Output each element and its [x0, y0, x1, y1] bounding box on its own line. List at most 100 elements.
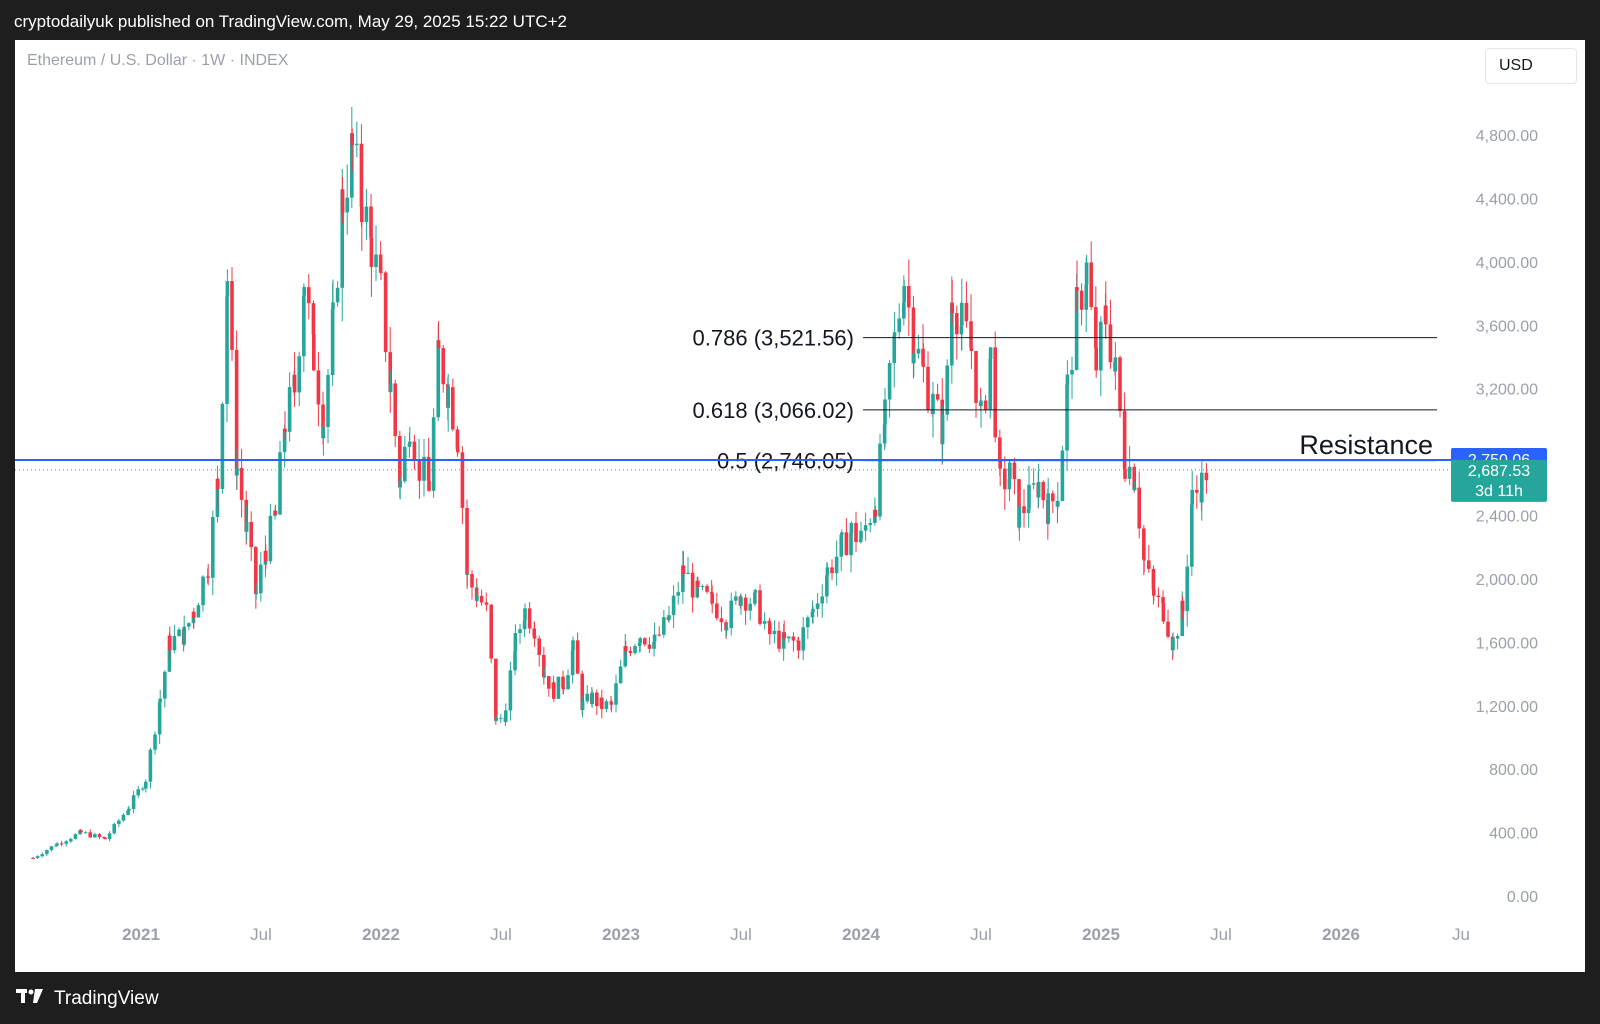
resistance-label: Resistance	[1299, 430, 1433, 460]
candle-body	[1051, 493, 1055, 502]
candle-body	[849, 532, 853, 556]
candle-body	[859, 530, 863, 540]
candle-body	[54, 845, 58, 847]
candle-body	[931, 394, 935, 415]
candle-body	[383, 272, 388, 353]
candle-body	[220, 403, 225, 490]
candle-body	[103, 837, 107, 840]
candle-body	[979, 400, 983, 407]
candle-body	[292, 374, 297, 393]
x-tick-label: 2026	[1322, 925, 1360, 944]
candle-body	[369, 237, 374, 267]
candle-body	[364, 206, 369, 223]
candle-body	[59, 843, 64, 845]
candle-body	[1190, 504, 1194, 567]
candle-body	[604, 701, 609, 709]
candle-body	[902, 286, 906, 303]
candle-body	[624, 646, 628, 651]
candle-body	[907, 286, 911, 308]
candle-body	[542, 676, 546, 678]
x-tick-label: 2022	[362, 925, 400, 944]
candle-body	[235, 467, 239, 476]
candle-body	[455, 429, 460, 450]
last-price-tag	[1451, 459, 1547, 502]
candle-body	[681, 565, 686, 575]
candle-body	[451, 387, 455, 430]
candle-body	[1161, 597, 1165, 604]
candle-body	[782, 632, 786, 639]
candle-body	[398, 435, 402, 488]
candle-body	[239, 467, 244, 500]
candle-body	[1104, 305, 1108, 325]
candle-body	[121, 814, 126, 821]
currency-button[interactable]: USD	[1485, 48, 1577, 84]
candle-body	[729, 600, 734, 629]
candle-body	[158, 698, 162, 702]
candle-body	[1161, 603, 1166, 622]
price-chart[interactable]: 0.786 (3,521.56) 0.618 (3,066.02) 0.5 (2,7…	[15, 40, 1585, 972]
candle-body	[196, 605, 201, 618]
candle-body	[465, 574, 470, 576]
candle-body	[1017, 506, 1022, 528]
candle-body	[820, 596, 825, 604]
candle-body	[148, 749, 153, 782]
candle-body	[542, 654, 546, 678]
candle-body	[1166, 621, 1170, 637]
candle-body	[302, 295, 306, 357]
y-tick-label: 2,400.00	[1476, 509, 1538, 526]
candle-body	[1195, 489, 1199, 493]
candle-body	[696, 580, 700, 588]
candle-body	[527, 608, 532, 629]
candle-body	[580, 701, 585, 711]
candle-body	[1012, 462, 1017, 480]
candle-body	[671, 595, 676, 616]
candle-body	[73, 834, 78, 839]
candle-body	[225, 296, 229, 404]
candle-body	[144, 781, 148, 789]
candle-body	[1046, 493, 1050, 524]
candle-body	[618, 666, 623, 684]
candle-body	[1132, 487, 1137, 491]
candle-body	[1180, 600, 1185, 612]
candle-body	[571, 640, 575, 651]
candle-body	[513, 633, 518, 652]
candle-body	[393, 383, 398, 436]
candle-body	[988, 347, 993, 359]
candle-body	[55, 843, 59, 846]
candle-body	[374, 254, 378, 267]
candle-body	[1065, 374, 1070, 385]
y-axis: 4,800.00 4,400.00 4,000.00 3,600.00 3,200.00…	[1451, 128, 1547, 906]
candle-body	[964, 302, 969, 322]
candle-body	[854, 522, 858, 542]
candle-body	[1175, 635, 1180, 639]
candle-body	[868, 523, 873, 526]
candle-body	[796, 640, 801, 651]
candle-body	[168, 635, 172, 651]
candle-body	[690, 572, 695, 598]
candle-body	[97, 834, 102, 837]
candle-body	[64, 841, 69, 844]
x-tick-label: Jul	[730, 925, 752, 944]
candle-body	[998, 460, 1002, 469]
candle-body	[600, 697, 604, 709]
x-tick-label: Jul	[1210, 925, 1232, 944]
x-tick-label: Jul	[250, 925, 272, 944]
candle-body	[225, 281, 230, 297]
candle-body	[141, 788, 145, 790]
candle-body	[710, 593, 714, 604]
candle-body	[1022, 506, 1026, 514]
y-tick-label: 400.00	[1489, 826, 1538, 843]
candle-body	[695, 580, 700, 598]
candle-body	[153, 734, 157, 750]
candle-body	[254, 593, 258, 595]
candle-body	[230, 281, 234, 350]
candle-body	[1152, 589, 1156, 596]
candle-body	[912, 353, 916, 364]
candle-body	[709, 591, 714, 594]
tradingview-logo-icon	[16, 987, 46, 1011]
candle-body	[960, 302, 964, 326]
candle-body	[1065, 384, 1069, 451]
candle-body	[436, 340, 441, 349]
candle-body	[834, 556, 839, 574]
candle-body	[935, 394, 940, 400]
